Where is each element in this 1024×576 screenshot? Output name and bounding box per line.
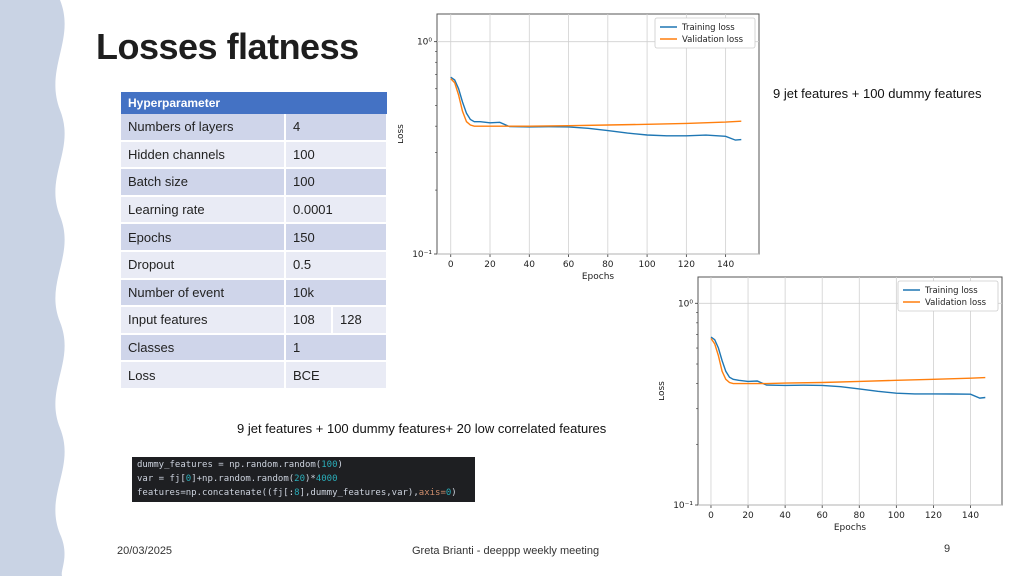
param-value: 150 xyxy=(285,223,389,252)
param-value: 100 xyxy=(285,168,389,197)
loss-chart-top: 0 20 40 60 80 100 120 140 10⁰ 10⁻¹ Epochs Loss Train… xyxy=(398,13,760,282)
plot-frame xyxy=(697,276,1003,506)
hyperparameter-table: Hyperparameter Numbers of layers 4 Hidden… xyxy=(121,92,389,390)
x-tick-label: 80 xyxy=(854,511,866,521)
x-tick-label: 120 xyxy=(678,260,695,270)
page-number: 9 xyxy=(944,543,951,555)
chart-caption-bottom: 9 jet features + 100 dummy features+ 20 … xyxy=(237,421,607,436)
param-value-alt: 128 xyxy=(332,306,389,335)
table-header-row: Hyperparameter xyxy=(121,92,388,114)
x-tick-label: 100 xyxy=(638,260,655,270)
y-tick-label: 10⁰ xyxy=(417,38,432,48)
x-tick-label: 140 xyxy=(962,511,979,521)
legend-box xyxy=(654,17,756,49)
x-axis-label: Epochs xyxy=(834,523,867,533)
legend-label: Validation loss xyxy=(925,298,987,308)
series-line-training xyxy=(710,336,986,399)
series-line-validation xyxy=(450,78,742,127)
param-name: Dropout xyxy=(121,250,286,280)
param-name: Number of event xyxy=(121,278,286,308)
table-header: Hyperparameter xyxy=(121,92,388,114)
param-name: Batch size xyxy=(121,168,286,197)
series-line-training xyxy=(450,76,742,141)
x-tick-label: 140 xyxy=(717,260,734,270)
legend-label: Validation loss xyxy=(682,35,744,45)
table-row: Batch size 100 xyxy=(121,168,389,197)
x-tick-label: 120 xyxy=(925,511,942,521)
legend-label: Training loss xyxy=(924,286,978,296)
table-row: Dropout 0.5 xyxy=(121,250,389,280)
y-tick-label: 10⁻¹ xyxy=(673,501,693,511)
table-row: Hidden channels 100 xyxy=(121,140,389,170)
param-value: 10k xyxy=(285,278,389,308)
table-row: Learning rate 0.0001 xyxy=(121,195,389,225)
param-name: Epochs xyxy=(121,223,286,252)
y-axis-label: Loss xyxy=(659,381,667,401)
x-tick-label: 80 xyxy=(602,260,614,270)
table-row: Numbers of layers 4 xyxy=(121,114,389,142)
param-value: 0.5 xyxy=(285,250,389,280)
table-row: Classes 1 xyxy=(121,333,389,363)
chart-caption-top: 9 jet features + 100 dummy features xyxy=(773,86,982,101)
param-name: Input features xyxy=(121,306,286,335)
legend-label: Training loss xyxy=(681,23,735,33)
x-tick-label: 40 xyxy=(779,511,791,521)
y-axis-label: Loss xyxy=(398,124,406,144)
loss-chart-bottom: 0 20 40 60 80 100 120 140 10⁰ 10⁻¹ Epochs Loss Train… xyxy=(659,276,1003,533)
param-name: Classes xyxy=(121,333,286,363)
x-tick-label: 20 xyxy=(742,511,754,521)
table-row: Loss BCE xyxy=(121,361,389,390)
x-tick-label: 60 xyxy=(816,511,828,521)
param-value: 1 xyxy=(285,333,389,363)
table-row: Epochs 150 xyxy=(121,223,389,252)
x-tick-label: 20 xyxy=(484,260,496,270)
x-tick-label: 0 xyxy=(708,511,714,521)
param-name: Loss xyxy=(121,361,286,390)
legend-box xyxy=(897,280,999,312)
code-snippet: dummy_features = np.random.random(100) va… xyxy=(132,457,475,502)
y-tick-label: 10⁻¹ xyxy=(412,250,432,260)
param-value: BCE xyxy=(285,361,389,390)
table-row: Input features 108 128 xyxy=(121,306,389,335)
x-tick-label: 40 xyxy=(524,260,536,270)
code-line: var = fj[0]+np.random.random(20)*4000 xyxy=(137,474,338,484)
x-axis-label: Epochs xyxy=(582,272,615,282)
param-name: Learning rate xyxy=(121,195,286,225)
table-row: Number of event 10k xyxy=(121,278,389,308)
x-tick-label: 60 xyxy=(563,260,575,270)
decorative-wave-strip xyxy=(0,0,65,576)
param-value: 108 xyxy=(285,306,333,335)
code-line: dummy_features = np.random.random(100) xyxy=(137,460,343,470)
footer-date: 20/03/2025 xyxy=(117,545,173,557)
code-line: features=np.concatenate((fj[:8],dummy_fe… xyxy=(137,488,457,498)
y-tick-label: 10⁰ xyxy=(678,299,693,309)
param-name: Hidden channels xyxy=(121,140,286,170)
series-line-validation xyxy=(710,338,986,385)
slide-title: Losses flatness xyxy=(96,26,359,67)
param-value: 100 xyxy=(285,140,389,170)
param-name: Numbers of layers xyxy=(121,114,286,142)
param-value: 0.0001 xyxy=(285,195,389,225)
x-tick-label: 100 xyxy=(888,511,905,521)
plot-frame xyxy=(436,13,760,255)
param-value: 4 xyxy=(285,114,389,142)
x-tick-label: 0 xyxy=(448,260,454,270)
footer-text: Greta Brianti - deeppp weekly meeting xyxy=(412,545,600,557)
